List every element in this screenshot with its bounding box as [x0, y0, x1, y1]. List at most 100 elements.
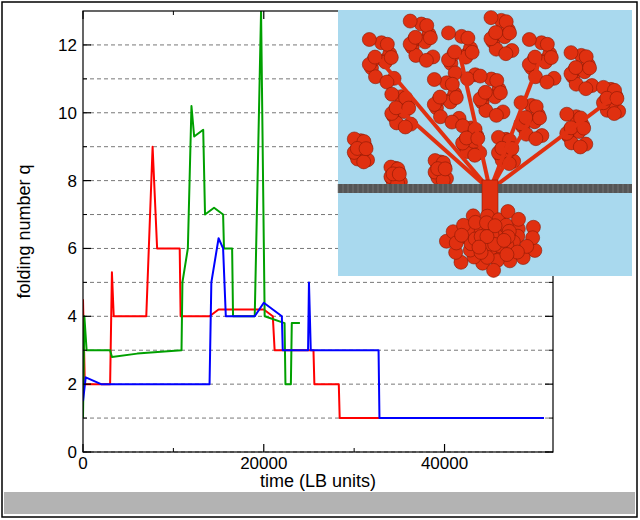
inset-membrane-line — [453, 184, 454, 193]
inset-bead — [488, 219, 502, 233]
inset-membrane-line — [568, 184, 569, 193]
inset-membrane-line — [528, 184, 529, 193]
inset-bead — [442, 26, 456, 40]
inset-bead — [385, 87, 399, 101]
inset-image — [338, 10, 632, 277]
x-tick — [263, 11, 264, 19]
inset-membrane-line — [548, 184, 549, 193]
x-minor-tick — [173, 11, 174, 15]
inset-background — [338, 10, 632, 276]
inset-membrane-line — [418, 184, 419, 193]
inset-membrane-line — [448, 184, 449, 193]
inset-membrane-line — [543, 184, 544, 193]
y-minor-tick — [83, 418, 87, 419]
y-tick — [83, 316, 91, 317]
y-minor-tick — [83, 350, 87, 351]
inset-bead — [540, 37, 554, 51]
y-tick — [83, 248, 91, 249]
inset-bead — [544, 51, 558, 65]
inset-membrane-line — [423, 184, 424, 193]
y-minor-tick — [549, 418, 553, 419]
inset-bead — [607, 107, 621, 121]
inset-membrane-line — [538, 184, 539, 193]
inset-bead — [493, 86, 507, 100]
y-tick-label: 12 — [58, 36, 77, 55]
inset-membrane-line — [588, 184, 589, 193]
y-tick-label: 4 — [68, 307, 77, 326]
inset-membrane-line — [468, 184, 469, 193]
inset-bead — [420, 19, 434, 33]
y-tick-label: 8 — [68, 172, 77, 191]
inset-bead — [489, 108, 503, 122]
x-tick — [82, 444, 83, 452]
y-axis-title: folding number q — [14, 164, 34, 298]
inset-bead — [560, 107, 574, 121]
inset-membrane-line — [573, 184, 574, 193]
inset-membrane-line — [628, 184, 629, 193]
inset-bead — [403, 14, 417, 28]
inset-bead — [384, 51, 398, 65]
inset-membrane-line — [578, 184, 579, 193]
inset-membrane-line — [503, 184, 504, 193]
inset-bead — [472, 240, 486, 254]
inset-membrane-line — [598, 184, 599, 193]
y-tick-label: 2 — [68, 375, 77, 394]
inset-membrane-line — [393, 184, 394, 193]
inset-membrane-line — [368, 184, 369, 193]
y-tick-label: 6 — [68, 239, 77, 258]
inset-bead — [362, 32, 376, 46]
inset-bead — [564, 46, 578, 60]
inset-bead — [398, 120, 412, 134]
inset-bead — [503, 26, 517, 40]
inset-membrane-line — [593, 184, 594, 193]
x-axis-title: time (LB units) — [260, 471, 376, 491]
figure: 02468101202000040000time (LB units)foldi… — [0, 0, 640, 520]
inset-bead — [357, 155, 371, 169]
inset-membrane-line — [373, 184, 374, 193]
inset-chain — [380, 60, 490, 190]
inset-membrane-line — [463, 184, 464, 193]
minor-grid-line — [83, 282, 553, 283]
inset-bead — [473, 69, 487, 83]
series-line — [83, 11, 300, 418]
inset-bead — [419, 53, 433, 67]
inset-bead — [380, 37, 394, 51]
inset-membrane-line — [603, 184, 604, 193]
inset-chain — [490, 120, 530, 190]
inset-bead — [359, 142, 373, 156]
plot-frame — [83, 11, 553, 452]
inset-membrane-line — [343, 184, 344, 193]
x-tick — [444, 444, 445, 452]
y-minor-tick — [83, 146, 87, 147]
inset-bead — [500, 248, 514, 262]
inset-bead — [433, 90, 447, 104]
inset-membrane-line — [508, 184, 509, 193]
inset-bead — [497, 233, 511, 247]
inset-bead — [610, 91, 624, 105]
y-tick — [83, 451, 91, 452]
inset-membrane-line — [563, 184, 564, 193]
inset-bead — [533, 111, 547, 125]
inset-bead — [465, 45, 479, 59]
y-minor-tick — [549, 282, 553, 283]
inset-membrane-line — [478, 184, 479, 193]
inset-membrane-line — [433, 184, 434, 193]
inset-bead — [438, 162, 452, 176]
y-minor-tick — [549, 350, 553, 351]
inset-bead — [579, 82, 593, 96]
inset-membrane-line — [353, 184, 354, 193]
inset-bead — [487, 263, 501, 277]
inset-membrane-line — [408, 184, 409, 193]
inset-membrane-line — [513, 184, 514, 193]
inset-bead — [456, 119, 470, 133]
inset-bead — [573, 140, 587, 154]
y-minor-tick — [83, 78, 87, 79]
inset-membrane-line — [608, 184, 609, 193]
grid-line — [83, 316, 553, 317]
y-tick — [83, 44, 91, 45]
y-tick — [83, 112, 91, 113]
inset-bead — [569, 61, 583, 75]
inset-membrane-line — [428, 184, 429, 193]
inset-bead — [512, 212, 526, 226]
inset-bead — [449, 91, 463, 105]
